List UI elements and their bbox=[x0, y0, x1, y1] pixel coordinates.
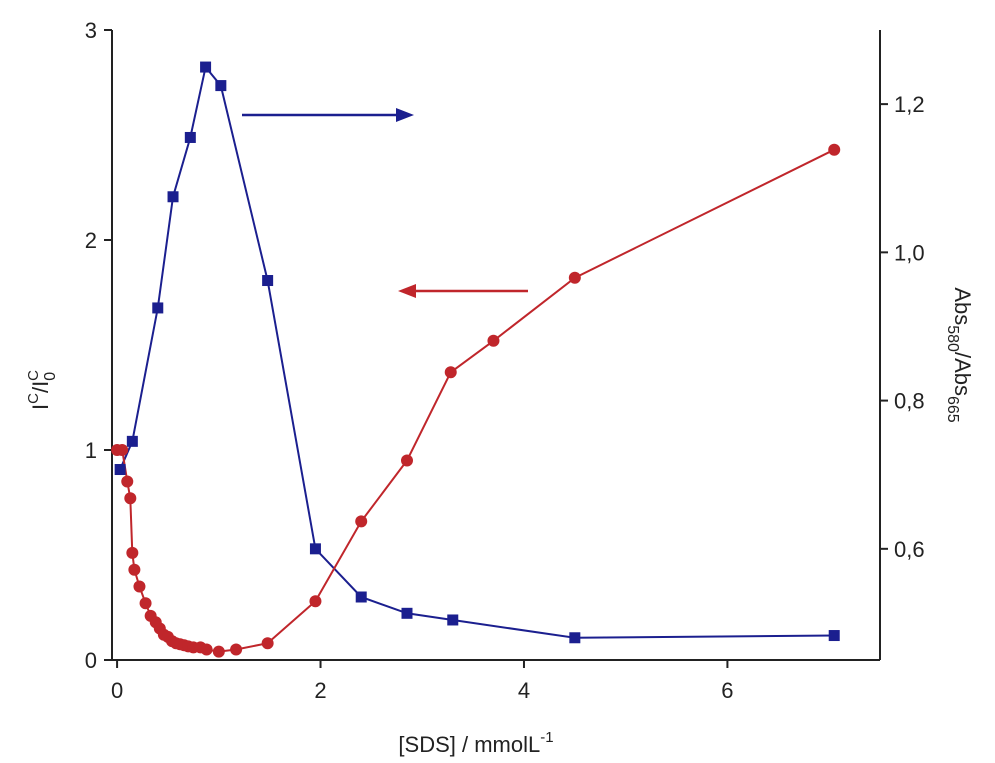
data-point-circle bbox=[212, 645, 225, 658]
data-point-square bbox=[401, 607, 413, 619]
data-point-circle bbox=[444, 366, 457, 379]
data-point-circle bbox=[828, 143, 841, 156]
x-tick-label: 0 bbox=[111, 678, 123, 703]
arrow-right-head bbox=[396, 108, 414, 122]
annotation-layer bbox=[242, 108, 528, 298]
x-tick-label: 6 bbox=[721, 678, 733, 703]
right-axis-ticks: 0,6 0,8 1,0 1,2 bbox=[880, 92, 925, 562]
left-axis-label: IC/I0C bbox=[25, 370, 59, 410]
right-y-tick-label: 1,0 bbox=[894, 240, 925, 265]
data-point-circle bbox=[116, 444, 129, 456]
data-point-circle bbox=[124, 492, 137, 505]
x-tick-label: 2 bbox=[314, 678, 326, 703]
data-point-square bbox=[200, 61, 212, 73]
plot-frame bbox=[111, 30, 881, 661]
right-y-tick-label: 0,8 bbox=[894, 389, 925, 414]
data-point-circle bbox=[230, 643, 243, 656]
data-point-square bbox=[355, 591, 367, 603]
data-point-square bbox=[126, 435, 138, 447]
data-point-circle bbox=[487, 334, 500, 347]
data-point-square bbox=[309, 543, 321, 555]
data-point-circle bbox=[309, 595, 322, 608]
data-point-circle bbox=[139, 597, 152, 610]
series-line-left bbox=[117, 148, 835, 653]
arrow-left-head bbox=[398, 284, 416, 298]
left-y-tick-label: 1 bbox=[85, 438, 97, 463]
x-axis-label: [SDS] / mmolL-1 bbox=[398, 729, 553, 757]
data-point-square bbox=[184, 131, 196, 143]
data-point-circle bbox=[261, 637, 274, 650]
data-point-square bbox=[262, 275, 274, 287]
left-y-tick-label: 2 bbox=[85, 228, 97, 253]
data-point-square bbox=[215, 80, 227, 92]
data-point-circle bbox=[128, 563, 141, 576]
left-axis-ticks: 0 1 2 3 bbox=[85, 18, 112, 673]
left-y-tick-label: 0 bbox=[85, 648, 97, 673]
right-y-tick-label: 1,2 bbox=[894, 92, 925, 117]
x-tick-label: 4 bbox=[518, 678, 530, 703]
left-y-tick-label: 3 bbox=[85, 18, 97, 43]
data-point-circle bbox=[121, 475, 134, 488]
data-point-circle bbox=[355, 515, 368, 528]
data-point-square bbox=[167, 191, 179, 203]
data-point-square bbox=[569, 632, 581, 644]
data-point-circle bbox=[400, 454, 413, 467]
series-layer bbox=[111, 61, 841, 658]
data-point-circle bbox=[126, 546, 139, 559]
series-line-right bbox=[119, 64, 835, 639]
data-point-square bbox=[152, 302, 164, 314]
data-point-circle bbox=[568, 271, 581, 284]
data-point-circle bbox=[200, 643, 213, 656]
right-y-tick-label: 0,6 bbox=[894, 537, 925, 562]
data-point-square bbox=[447, 614, 459, 626]
data-point-square bbox=[828, 630, 840, 642]
x-axis-ticks: 0 2 4 6 bbox=[111, 660, 734, 703]
data-point-circle bbox=[133, 580, 146, 593]
data-point-square bbox=[114, 464, 126, 476]
right-axis-label: Abs580/Abs665 bbox=[944, 287, 975, 422]
